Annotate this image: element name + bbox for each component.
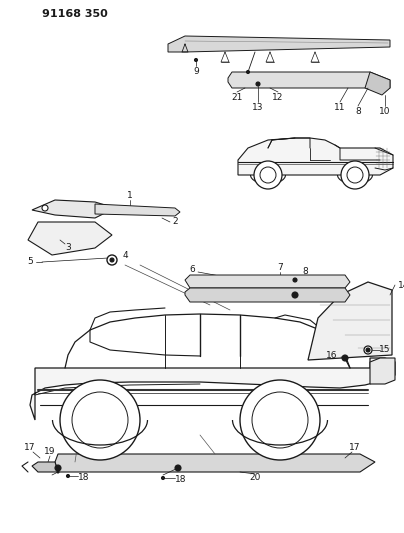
Text: 17: 17	[349, 443, 361, 453]
Circle shape	[366, 348, 370, 352]
Text: 91168 350: 91168 350	[42, 9, 108, 19]
Circle shape	[107, 255, 117, 265]
Polygon shape	[28, 222, 112, 255]
Text: 5: 5	[27, 257, 33, 266]
Polygon shape	[308, 282, 392, 360]
Circle shape	[57, 471, 59, 473]
Polygon shape	[32, 200, 115, 218]
Polygon shape	[238, 138, 393, 175]
Text: 2: 2	[172, 217, 178, 227]
Text: 21: 21	[231, 93, 243, 102]
Circle shape	[55, 465, 61, 471]
Circle shape	[256, 82, 260, 86]
Text: 17: 17	[24, 443, 36, 453]
Polygon shape	[30, 358, 395, 420]
Text: 12: 12	[272, 93, 284, 102]
Text: 7: 7	[277, 263, 283, 272]
Text: 15: 15	[379, 345, 391, 354]
Circle shape	[67, 474, 69, 478]
Circle shape	[293, 278, 297, 282]
Text: 8: 8	[302, 268, 308, 277]
Text: 18: 18	[175, 475, 187, 484]
Circle shape	[72, 392, 128, 448]
Polygon shape	[370, 358, 395, 384]
Text: 1: 1	[127, 191, 133, 200]
Polygon shape	[55, 454, 375, 472]
Text: 16: 16	[326, 351, 338, 360]
Circle shape	[162, 477, 164, 480]
Polygon shape	[168, 36, 390, 52]
Polygon shape	[365, 72, 390, 95]
Circle shape	[110, 258, 114, 262]
Circle shape	[260, 167, 276, 183]
Circle shape	[341, 161, 369, 189]
Text: 6: 6	[189, 265, 195, 274]
Text: 11: 11	[334, 103, 346, 112]
Circle shape	[175, 465, 181, 471]
Circle shape	[42, 205, 48, 211]
Text: 19: 19	[44, 448, 56, 456]
Polygon shape	[32, 462, 58, 472]
Circle shape	[246, 70, 250, 74]
Polygon shape	[228, 72, 390, 88]
Text: 14: 14	[398, 280, 404, 289]
Text: 9: 9	[193, 68, 199, 77]
Text: 3: 3	[65, 244, 71, 253]
Circle shape	[292, 292, 298, 298]
Text: 10: 10	[379, 108, 391, 117]
Circle shape	[252, 392, 308, 448]
Polygon shape	[95, 204, 180, 216]
Circle shape	[347, 167, 363, 183]
Circle shape	[364, 346, 372, 354]
Circle shape	[240, 380, 320, 460]
Polygon shape	[185, 275, 350, 288]
Circle shape	[60, 380, 140, 460]
Polygon shape	[185, 288, 350, 302]
Circle shape	[342, 355, 348, 361]
Circle shape	[194, 59, 198, 61]
Text: 8: 8	[355, 108, 361, 117]
Text: 13: 13	[252, 103, 264, 112]
Circle shape	[254, 161, 282, 189]
Text: 18: 18	[78, 473, 90, 482]
Text: 4: 4	[122, 252, 128, 261]
Text: 20: 20	[249, 473, 261, 482]
